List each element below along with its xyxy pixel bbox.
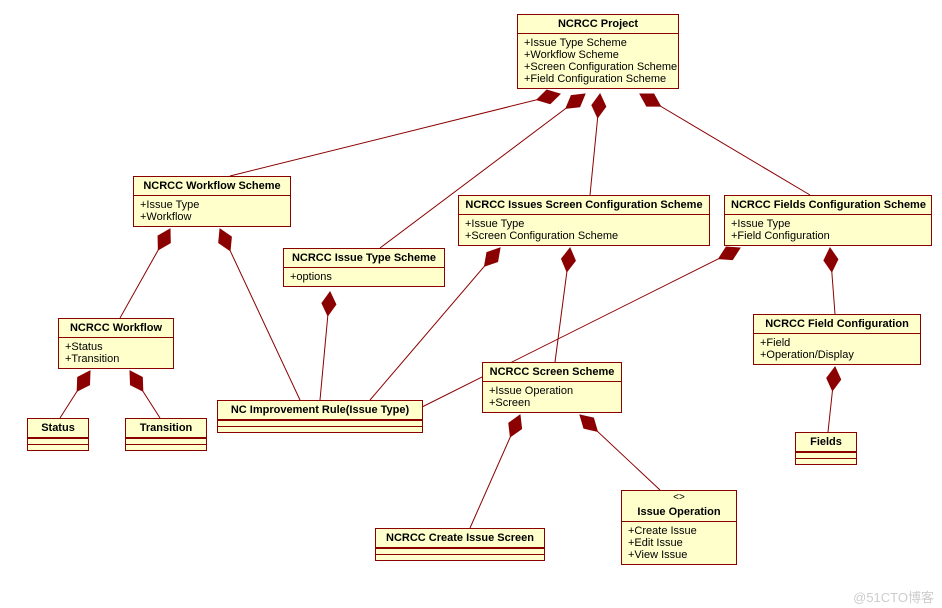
- class-attrs: +Status+Transition: [59, 338, 173, 368]
- class-attrs: +options: [284, 268, 444, 286]
- class-scrScheme: NCRCC Screen Scheme+Issue Operation+Scre…: [482, 362, 622, 413]
- class-attrs: +Issue Type+Screen Configuration Scheme: [459, 215, 709, 245]
- class-fcScheme: NCRCC Fields Configuration Scheme+Issue …: [724, 195, 932, 246]
- class-title: Status: [28, 419, 88, 438]
- class-title: NCRCC Field Configuration: [754, 315, 920, 334]
- class-fieldConf: NCRCC Field Configuration+Field+Operatio…: [753, 314, 921, 365]
- class-createScr: NCRCC Create Issue Screen: [375, 528, 545, 561]
- class-status: Status: [27, 418, 89, 451]
- class-transition: Transition: [125, 418, 207, 451]
- watermark: @51CTO博客: [853, 587, 934, 606]
- class-issueOp: <>Issue Operation+Create Issue+Edit Issu…: [621, 490, 737, 565]
- class-itScheme: NCRCC Issue Type Scheme+options: [283, 248, 445, 287]
- class-attrs: +Issue Type+Workflow: [134, 196, 290, 226]
- class-title: NC Improvement Rule(Issue Type): [218, 401, 422, 420]
- class-title: NCRCC Project: [518, 15, 678, 34]
- class-fields: Fields: [795, 432, 857, 465]
- diagram-edges: [0, 0, 942, 608]
- class-title: NCRCC Workflow: [59, 319, 173, 338]
- class-rule: NC Improvement Rule(Issue Type): [217, 400, 423, 433]
- class-title: NCRCC Issue Type Scheme: [284, 249, 444, 268]
- stereotype: <>: [622, 491, 736, 503]
- class-title: Transition: [126, 419, 206, 438]
- class-title: Fields: [796, 433, 856, 452]
- class-title: NCRCC Create Issue Screen: [376, 529, 544, 548]
- class-title: Issue Operation: [622, 503, 736, 522]
- class-wf: NCRCC Workflow+Status+Transition: [58, 318, 174, 369]
- class-wfScheme: NCRCC Workflow Scheme+Issue Type+Workflo…: [133, 176, 291, 227]
- class-attrs: +Issue Type Scheme+Workflow Scheme+Scree…: [518, 34, 678, 88]
- class-title: NCRCC Screen Scheme: [483, 363, 621, 382]
- class-title: NCRCC Workflow Scheme: [134, 177, 290, 196]
- class-attrs: +Issue Operation+Screen: [483, 382, 621, 412]
- class-iScrScheme: NCRCC Issues Screen Configuration Scheme…: [458, 195, 710, 246]
- class-attrs: +Create Issue+Edit Issue+View Issue: [622, 522, 736, 564]
- class-attrs: +Field+Operation/Display: [754, 334, 920, 364]
- class-attrs: +Issue Type+Field Configuration: [725, 215, 931, 245]
- class-title: NCRCC Issues Screen Configuration Scheme: [459, 196, 709, 215]
- class-title: NCRCC Fields Configuration Scheme: [725, 196, 931, 215]
- class-project: NCRCC Project+Issue Type Scheme+Workflow…: [517, 14, 679, 89]
